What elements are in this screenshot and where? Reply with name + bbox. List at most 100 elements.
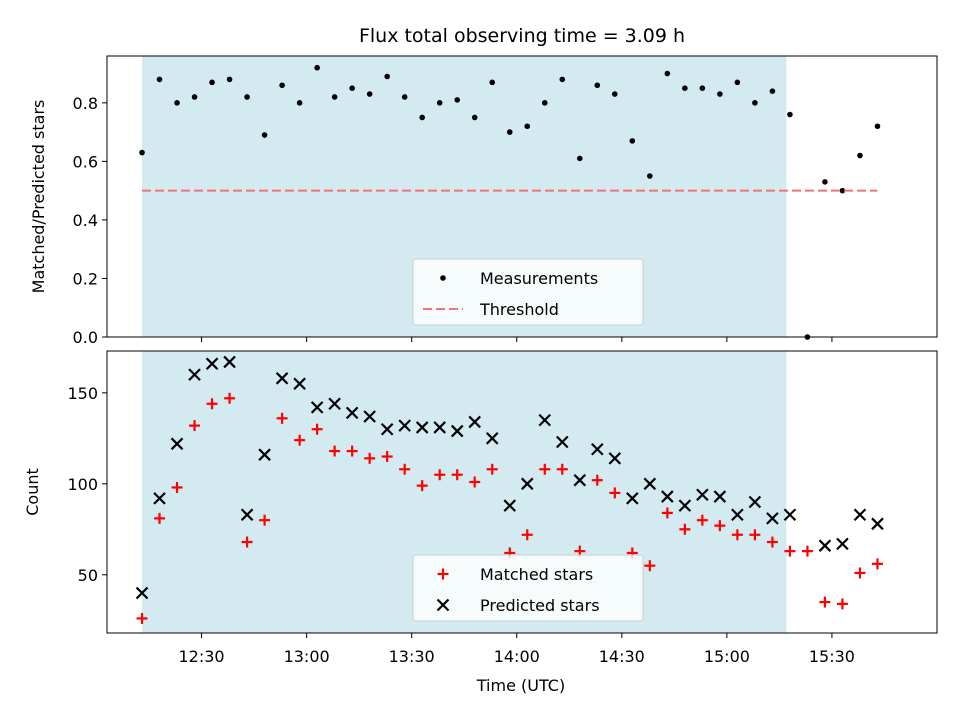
matched-star-point-30 [661,507,673,519]
predicted-star-point-5 [223,355,236,369]
top-panel: 0.00.20.40.60.8 Matched/Predicted stars … [29,55,938,347]
matched-star-point-5 [224,392,236,404]
measurement-point-37 [787,111,793,118]
predicted-star-point-29-b [643,477,657,491]
matched-star-point-10 [311,423,323,435]
bottom-legend-label-1: Predicted stars [480,596,600,615]
predicted-star-point-30 [661,490,674,503]
chart-title: Flux total observing time = 3.09 h [359,25,685,47]
predicted-star-point-9-b [293,377,306,391]
predicted-star-point-7 [258,448,271,461]
predicted-star-point-22-b [520,477,534,491]
predicted-star-point-40-b [853,508,867,522]
measurement-point-39 [822,179,828,185]
bottom-legend-box [412,554,644,622]
measurement-point-36 [769,88,776,94]
predicted-star-point-16 [415,421,429,434]
predicted-star-point-41 [871,517,884,531]
matched-star-point-33 [714,520,726,532]
top-legend-swatch-0 [440,275,446,281]
measurement-point-4 [209,79,215,86]
bottom-legend-swatch-1 [436,598,450,612]
matched-star-point-36 [766,536,778,548]
matched-star-point-1 [154,512,166,524]
matched-star-point-18 [451,469,463,481]
predicted-star-point-0 [135,586,149,600]
x-tick-label-4: 14:30 [599,647,645,666]
matched-star-point-27 [609,487,621,499]
predicted-star-point-38-b [818,539,832,552]
predicted-star-point-23 [538,413,552,427]
predicted-star-point-15-b [398,419,411,432]
measurement-point-14 [384,73,390,80]
predicted-star-point-8 [275,372,289,385]
measurement-point-2 [174,100,180,106]
measurement-point-17 [436,100,443,106]
predicted-star-point-35-b [748,495,762,509]
predicted-star-point-41-b [871,517,884,531]
predicted-star-point-10 [310,401,324,414]
matched-star-point-20 [486,463,498,475]
matched-star-point-32 [696,514,708,526]
bottom-legend: Matched stars Predicted stars [412,554,644,622]
top-legend: Measurements Threshold [412,258,644,326]
top-y-ticks: 0.0 0.2 0.4 0.6 0.8 [73,94,107,347]
x-tick-label-1: 13:00 [284,647,330,666]
measurement-point-32 [699,85,706,91]
matched-star-point-38 [801,545,813,557]
predicted-star-point-8-b [275,372,289,385]
predicted-star-point-32 [696,488,709,502]
matched-star-point-29 [644,560,656,572]
predicted-star-point-25-b [573,473,587,487]
measurement-point-8 [279,82,285,89]
measurement-point-40 [839,187,846,194]
predicted-star-point-2-b [170,437,184,451]
predicted-star-point-16-b [415,421,429,434]
predicted-star-point-7-b [258,448,271,461]
predicted-star-point-15 [398,419,411,432]
predicted-star-point-26 [591,442,604,456]
bottom-ytick-label-0: 50 [78,566,98,585]
predicted-star-point-25 [573,473,587,487]
predicted-star-point-37 [783,508,797,522]
measurement-point-24 [559,76,566,83]
measurement-point-25 [576,155,583,162]
top-x-ticks [201,337,833,342]
bottom-axes-frame [106,350,938,634]
measurement-point-28 [629,138,636,144]
bottom-legend-swatch-1-b [436,598,450,612]
measurement-point-12 [349,85,355,91]
measurement-point-1 [156,76,163,83]
bottom-legend-label-0: Matched stars [480,565,593,584]
predicted-star-point-22 [520,477,534,491]
measurement-point-7 [261,132,268,138]
predicted-star-point-40 [853,508,867,522]
predicted-star-point-13 [363,410,376,423]
matched-star-point-23 [539,463,551,475]
top-axes-frame [106,55,938,338]
measurement-point-30 [664,70,671,77]
predicted-star-point-12-b [345,406,359,420]
matched-star-point-6 [241,536,253,548]
matched-star-point-12 [346,445,358,457]
predicted-star-point-34-b [731,508,744,522]
matched-star-point-15 [399,463,411,475]
measurement-point-10 [314,64,320,71]
predicted-star-point-17-b [433,421,446,434]
predicted-star-point-18-b [450,424,464,438]
predicted-star-point-4-b [205,357,219,371]
predicted-star-point-38 [818,539,832,552]
measurement-point-34 [734,79,741,86]
predicted-star-point-12 [345,406,359,420]
matched-star-point-42 [871,558,883,570]
bottom-y-ticks: 50 100 150 [67,384,107,585]
measurement-point-5 [226,76,233,83]
measurement-point-29 [647,173,653,179]
top-marks [139,64,881,340]
matched-star-point-4 [206,398,218,410]
matched-star-point-39 [819,596,831,608]
predicted-star-point-20-b [485,432,499,445]
matched-star-point-3 [189,420,201,432]
measurement-point-15 [401,94,408,100]
